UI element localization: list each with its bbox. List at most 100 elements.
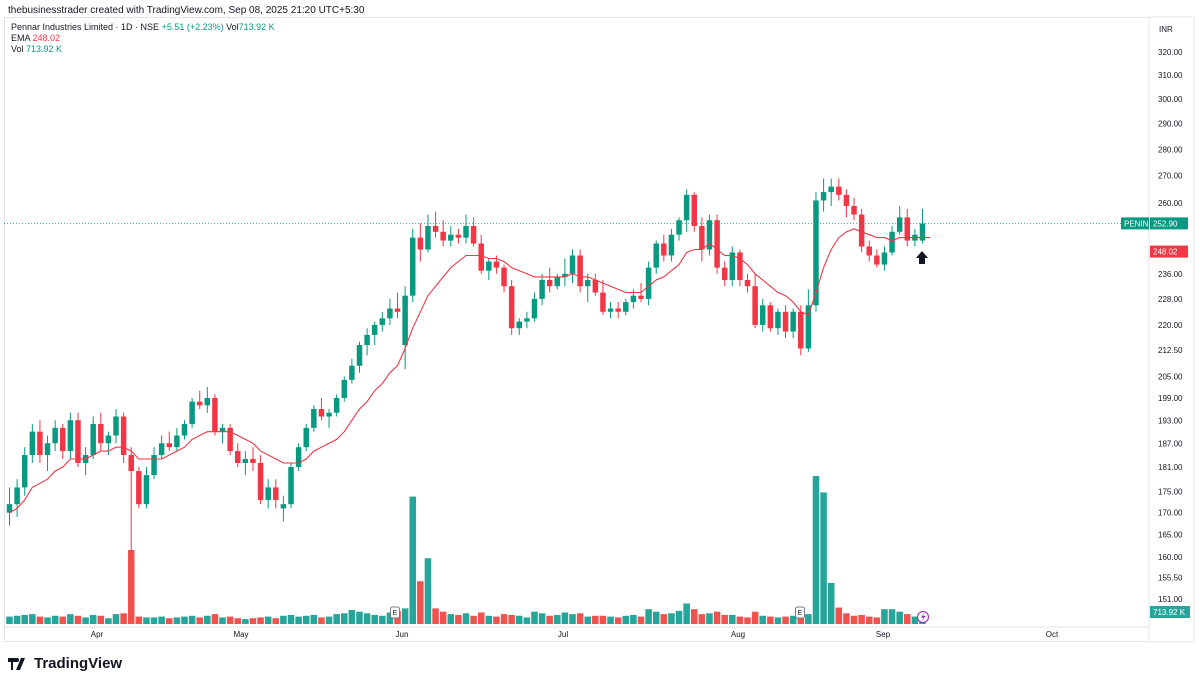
- volume-bar: [204, 615, 211, 624]
- ema-line: [9, 228, 931, 514]
- candle-body: [189, 401, 195, 425]
- volume-bar: [249, 618, 257, 624]
- volume-bar: [120, 613, 127, 624]
- candle-body: [775, 311, 781, 329]
- candle-body: [790, 311, 796, 332]
- candle-body: [638, 295, 644, 299]
- candle-body: [516, 321, 522, 329]
- candle-body: [820, 192, 827, 201]
- candle-body: [798, 311, 804, 349]
- time-tick-label: Aug: [731, 630, 745, 639]
- volume-bar: [455, 614, 462, 624]
- volume-bar: [751, 611, 759, 624]
- volume-bar: [67, 614, 74, 624]
- volume-bar: [865, 616, 873, 624]
- volume-bars: [6, 476, 926, 624]
- volume-bar: [287, 614, 295, 624]
- volume-bar: [29, 614, 36, 624]
- brand-name: TradingView: [34, 655, 123, 672]
- volume-bar: [493, 616, 500, 624]
- candle-body: [288, 467, 294, 505]
- candle-body: [767, 305, 774, 329]
- volume-bar: [340, 613, 348, 624]
- price-tick-label: 212.50: [1158, 346, 1183, 355]
- currency-label: INR: [1159, 25, 1173, 34]
- volume-bar: [858, 614, 865, 624]
- earnings-marker-box: [795, 606, 805, 619]
- volume-bar: [280, 615, 287, 624]
- volume-bar: [789, 615, 797, 624]
- time-tick-label: Sep: [876, 630, 891, 639]
- volume-bar: [447, 614, 455, 624]
- candle-body: [432, 225, 439, 232]
- candle-body: [744, 279, 751, 287]
- volume-bar: [166, 618, 173, 624]
- volume-bar: [668, 613, 675, 624]
- candle-body: [759, 305, 766, 325]
- candle-body: [607, 308, 614, 312]
- candle-body: [174, 435, 180, 448]
- legend-ema-row[interactable]: EMA 248.02: [11, 33, 60, 44]
- legend-volume-row[interactable]: Vol 713.92 K: [11, 44, 62, 55]
- candle-body: [592, 279, 599, 293]
- volume-bar: [736, 616, 744, 624]
- price-tick-label: 280.00: [1158, 145, 1183, 154]
- volume-bar: [622, 615, 630, 624]
- volume-bar: [188, 615, 196, 624]
- time-tick-label: Jul: [558, 630, 568, 639]
- time-tick-label: Jun: [396, 630, 409, 639]
- tradingview-logo[interactable]: TradingView: [8, 655, 122, 672]
- candle-body: [782, 311, 789, 332]
- price-tick-label: 290.00: [1158, 120, 1183, 129]
- candle-body: [250, 459, 256, 464]
- volume-bar: [850, 615, 858, 624]
- candle-body: [828, 186, 834, 193]
- candle-body: [379, 318, 386, 325]
- volume-bar: [713, 611, 721, 624]
- volume-bar: [820, 492, 827, 624]
- candle-body: [6, 504, 13, 513]
- candle-body: [60, 427, 66, 452]
- volume-bar: [827, 582, 835, 624]
- candle-body: [699, 225, 705, 250]
- volume-bar: [371, 614, 378, 624]
- candle-body: [577, 255, 583, 287]
- candle-body: [387, 308, 393, 319]
- arrow-up-icon: [916, 251, 928, 264]
- volume-bar: [143, 617, 150, 624]
- candlestick-chart[interactable]: INR 320.00 310.00 300.00 290.00 280.00 270.00 2…: [0, 0, 1200, 645]
- volume-bar: [181, 616, 188, 624]
- volume-bar: [698, 614, 706, 624]
- volume-bar: [660, 614, 668, 624]
- price-tick-label: 193.00: [1158, 416, 1183, 425]
- volume-bar: [477, 612, 485, 624]
- volume-bar: [721, 614, 728, 624]
- candle-body: [371, 324, 378, 335]
- candle-body: [630, 295, 637, 303]
- candle-body: [273, 487, 279, 500]
- volume-bar: [485, 615, 493, 624]
- volume-bar: [333, 614, 340, 624]
- volume-bar: [234, 618, 242, 624]
- candle-body: [531, 298, 538, 319]
- volume-bar: [546, 615, 553, 624]
- volume-bar: [515, 615, 523, 624]
- candle-body: [668, 234, 675, 256]
- volume-bar: [759, 615, 766, 624]
- candle-body: [676, 220, 682, 235]
- price-tick-label: 175.00: [1158, 488, 1183, 497]
- time-axis: Apr May Jun Jul Aug Sep Oct: [4, 626, 1149, 639]
- candle-body: [843, 194, 850, 207]
- lightning-bolt: [921, 613, 926, 621]
- candle-body: [98, 424, 104, 444]
- candle-body: [120, 416, 127, 456]
- creator-caption: thebusinesstrader created with TradingVi…: [8, 5, 365, 16]
- candle-body: [721, 267, 728, 280]
- candle-body: [227, 427, 233, 452]
- volume-bar: [325, 616, 333, 624]
- volume-bar: [805, 614, 812, 624]
- candle-body: [874, 255, 880, 265]
- time-tick-label: Oct: [1046, 630, 1059, 639]
- candle-body: [410, 237, 416, 296]
- candle-body: [486, 261, 492, 271]
